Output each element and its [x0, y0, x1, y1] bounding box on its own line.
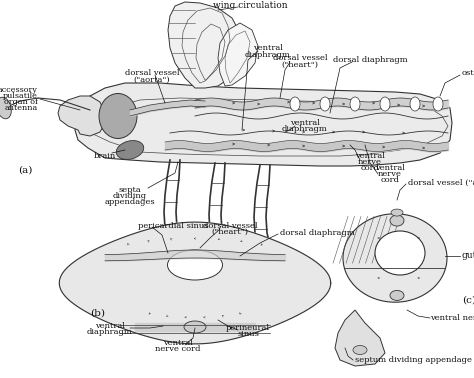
- Polygon shape: [59, 222, 331, 344]
- Text: septum dividing appendage: septum dividing appendage: [355, 356, 472, 364]
- Text: nerve: nerve: [378, 170, 402, 178]
- Ellipse shape: [375, 231, 425, 275]
- Ellipse shape: [410, 97, 420, 111]
- Text: ("aorta"): ("aorta"): [134, 76, 170, 84]
- Text: ventral nerve cord: ventral nerve cord: [430, 314, 474, 322]
- Text: sinus: sinus: [237, 330, 259, 338]
- Ellipse shape: [290, 97, 300, 111]
- Text: ventral: ventral: [253, 44, 283, 52]
- Text: diaphragm: diaphragm: [282, 125, 328, 133]
- Text: accessory: accessory: [0, 86, 38, 94]
- Ellipse shape: [390, 290, 404, 301]
- Text: gut: gut: [462, 251, 474, 260]
- Text: ("heart"): ("heart"): [282, 61, 319, 69]
- Text: appendages: appendages: [105, 198, 155, 206]
- Text: wing circulation: wing circulation: [213, 0, 287, 9]
- Text: (a): (a): [18, 166, 32, 175]
- Text: septa: septa: [118, 186, 141, 194]
- Text: dorsal vessel: dorsal vessel: [273, 54, 328, 62]
- Ellipse shape: [380, 97, 390, 111]
- Ellipse shape: [99, 93, 137, 138]
- Text: diaphragm: diaphragm: [245, 51, 291, 59]
- Text: ventral: ventral: [163, 339, 193, 347]
- Text: dorsal vessel ("aorta"): dorsal vessel ("aorta"): [408, 179, 474, 187]
- Polygon shape: [58, 96, 105, 136]
- Text: ventral: ventral: [95, 322, 125, 330]
- Text: dividing: dividing: [113, 192, 147, 200]
- Text: dorsal diaphragm: dorsal diaphragm: [333, 56, 407, 64]
- Text: ventral: ventral: [375, 164, 405, 172]
- Text: (c): (c): [462, 296, 474, 305]
- Text: cord: cord: [381, 176, 400, 184]
- Text: antenna: antenna: [5, 104, 38, 112]
- Ellipse shape: [353, 345, 367, 355]
- Ellipse shape: [0, 97, 11, 119]
- Polygon shape: [75, 83, 452, 166]
- Text: pericardial sinus: pericardial sinus: [138, 222, 209, 230]
- Text: pulsatile: pulsatile: [3, 92, 38, 100]
- Ellipse shape: [390, 215, 404, 226]
- Ellipse shape: [433, 97, 443, 111]
- Text: cord: cord: [361, 164, 380, 172]
- Text: nerve cord: nerve cord: [155, 345, 201, 353]
- Text: perineural: perineural: [226, 324, 270, 332]
- Text: ("heart"): ("heart"): [211, 228, 248, 236]
- Ellipse shape: [391, 209, 403, 216]
- Text: dorsal diaphragm: dorsal diaphragm: [280, 229, 355, 237]
- Ellipse shape: [350, 97, 360, 111]
- Ellipse shape: [343, 214, 447, 302]
- Ellipse shape: [116, 141, 144, 160]
- Ellipse shape: [167, 250, 222, 280]
- Polygon shape: [168, 2, 242, 88]
- Text: brain: brain: [94, 152, 116, 160]
- Text: diaphragm: diaphragm: [87, 328, 133, 336]
- Ellipse shape: [184, 321, 206, 333]
- Text: nerve: nerve: [358, 158, 382, 166]
- Text: organ of: organ of: [4, 98, 38, 106]
- Text: (b): (b): [90, 308, 105, 318]
- Text: ventral: ventral: [355, 152, 385, 160]
- Polygon shape: [335, 310, 385, 366]
- Polygon shape: [218, 23, 258, 86]
- Text: ostia: ostia: [462, 69, 474, 77]
- Ellipse shape: [320, 97, 330, 111]
- Text: dorsal vessel: dorsal vessel: [125, 69, 179, 77]
- Text: dorsal vessel: dorsal vessel: [203, 222, 257, 230]
- Text: ventral: ventral: [290, 119, 320, 127]
